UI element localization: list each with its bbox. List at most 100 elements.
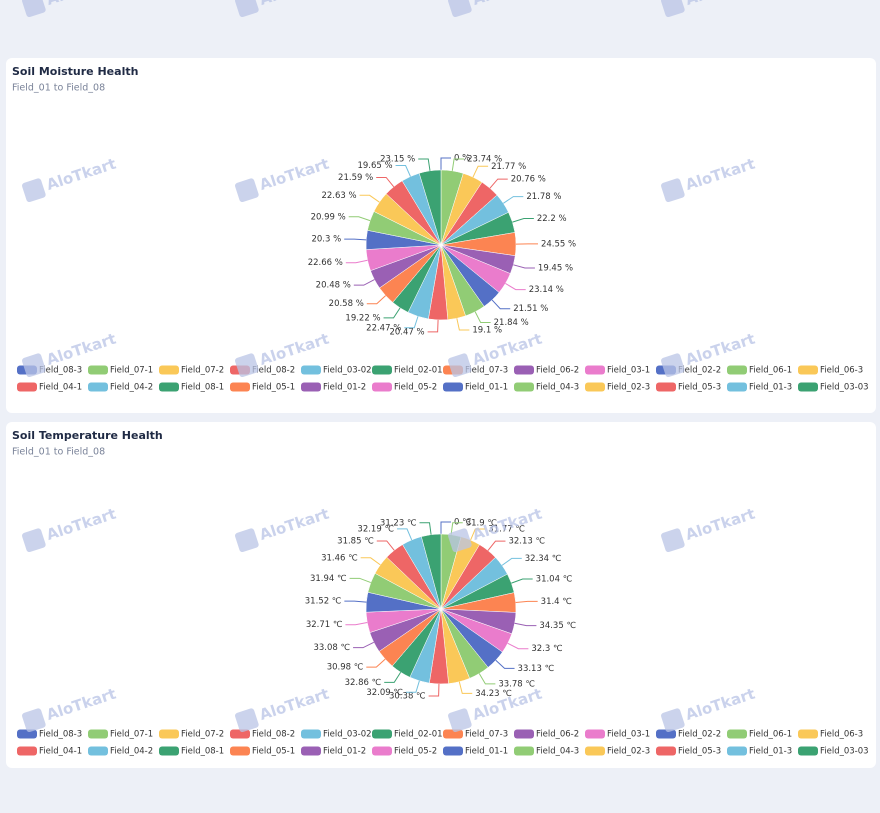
data-label: 32.3 ℃ <box>531 644 563 654</box>
legend-swatch <box>17 729 37 739</box>
label-line <box>511 578 533 584</box>
label-line <box>450 522 463 535</box>
label-line <box>440 521 451 534</box>
data-label: 31.4 ℃ <box>541 597 573 607</box>
chart-title: Soil Temperature Health <box>12 429 163 442</box>
watermark-icon <box>235 0 259 18</box>
legend-swatch <box>372 365 392 375</box>
legend-label: Field_03-1 <box>607 730 650 740</box>
data-label: 22.2 % <box>537 214 567 224</box>
label-line <box>514 622 537 627</box>
legend-label: Field_01-1 <box>465 747 508 757</box>
legend-swatch <box>585 382 605 392</box>
label-line <box>397 528 413 541</box>
label-line <box>376 176 395 188</box>
data-label: 23.15 % <box>380 154 415 164</box>
watermark-icon <box>661 708 685 733</box>
legend-swatch <box>301 365 321 375</box>
legend-swatch <box>17 382 37 392</box>
watermark-icon <box>448 0 472 18</box>
legend-swatch <box>656 746 676 756</box>
data-label: 20.48 % <box>316 281 351 291</box>
label-line <box>458 681 473 694</box>
legend-swatch <box>727 365 747 375</box>
legend-label: Field_07-1 <box>110 366 153 376</box>
label-line <box>348 216 371 222</box>
label-line <box>515 600 538 603</box>
data-label: 33.08 ℃ <box>313 643 350 653</box>
label-line <box>456 318 470 331</box>
legend-label: Field_04-3 <box>536 383 579 393</box>
label-line <box>513 264 535 269</box>
legend-swatch <box>230 746 250 756</box>
label-line <box>405 680 420 693</box>
data-label: 32.13 ℃ <box>508 537 545 547</box>
legend-label: Field_01-3 <box>749 383 792 393</box>
data-label: 21.77 % <box>491 162 526 172</box>
label-line <box>345 622 368 626</box>
label-line <box>470 528 486 541</box>
legend-swatch <box>230 729 250 739</box>
data-label: 19.1 % <box>472 326 502 336</box>
legend-label: Field_08-1 <box>181 747 224 757</box>
label-line <box>505 283 526 291</box>
legend-swatch <box>159 365 179 375</box>
legend-label: Field_06-2 <box>536 730 579 740</box>
data-label: 31.94 ℃ <box>310 574 347 584</box>
legend-swatch <box>372 382 392 392</box>
data-label: 33.78 ℃ <box>498 679 535 689</box>
data-label: 31.04 ℃ <box>536 574 573 584</box>
legend-label: Field_04-2 <box>110 747 153 757</box>
legend-swatch <box>727 382 747 392</box>
legend-label: Field_08-2 <box>252 366 295 376</box>
data-label: 20.3 % <box>311 235 341 245</box>
label-line <box>344 600 367 603</box>
label-line <box>503 196 524 204</box>
label-line <box>353 279 375 286</box>
legend-label: Field_02-2 <box>678 730 721 740</box>
legend-swatch <box>159 746 179 756</box>
label-line <box>345 259 368 264</box>
data-label: 23.14 % <box>529 285 564 295</box>
watermark-text: AloTkart <box>683 0 757 9</box>
legend-label: Field_06-2 <box>536 366 579 376</box>
label-line <box>501 557 522 566</box>
legend-label: Field_07-3 <box>465 730 508 740</box>
watermark-text: AloTkart <box>257 0 331 9</box>
chart-subtitle: Field_01 to Field_08 <box>12 83 105 94</box>
label-line <box>472 165 489 178</box>
legend-swatch <box>372 729 392 739</box>
data-label: 20.76 % <box>511 175 546 185</box>
legend-swatch <box>88 729 108 739</box>
legend-swatch <box>585 729 605 739</box>
label-line <box>353 641 375 649</box>
legend-label: Field_05-3 <box>678 383 721 393</box>
legend-swatch <box>514 365 534 375</box>
watermark-icon <box>235 353 259 378</box>
legend-swatch <box>798 365 818 375</box>
label-line <box>489 178 508 189</box>
legend-label: Field_08-3 <box>39 730 82 740</box>
watermark-icon <box>661 178 685 203</box>
watermark: AloTkart <box>22 0 118 18</box>
legend-swatch <box>514 382 534 392</box>
label-line <box>495 659 515 669</box>
legend-swatch <box>656 382 676 392</box>
legend-label: Field_02-3 <box>607 383 650 393</box>
label-line <box>359 194 380 203</box>
legend-swatch <box>727 746 747 756</box>
chart-title: Soil Moisture Health <box>12 65 138 78</box>
legend-swatch <box>656 729 676 739</box>
data-label: 0 ℃ <box>454 518 472 528</box>
data-label: 30.98 ℃ <box>327 663 364 673</box>
legend-label: Field_07-2 <box>181 730 224 740</box>
watermark-icon <box>235 708 259 733</box>
legend-label: Field_06-3 <box>820 730 863 740</box>
watermark: AloTkart <box>448 0 544 18</box>
data-label: 24.55 % <box>541 239 576 249</box>
legend-label: Field_08-3 <box>39 366 82 376</box>
legend-swatch <box>798 382 818 392</box>
legend-swatch <box>585 365 605 375</box>
data-label: 19.65 % <box>357 161 392 171</box>
